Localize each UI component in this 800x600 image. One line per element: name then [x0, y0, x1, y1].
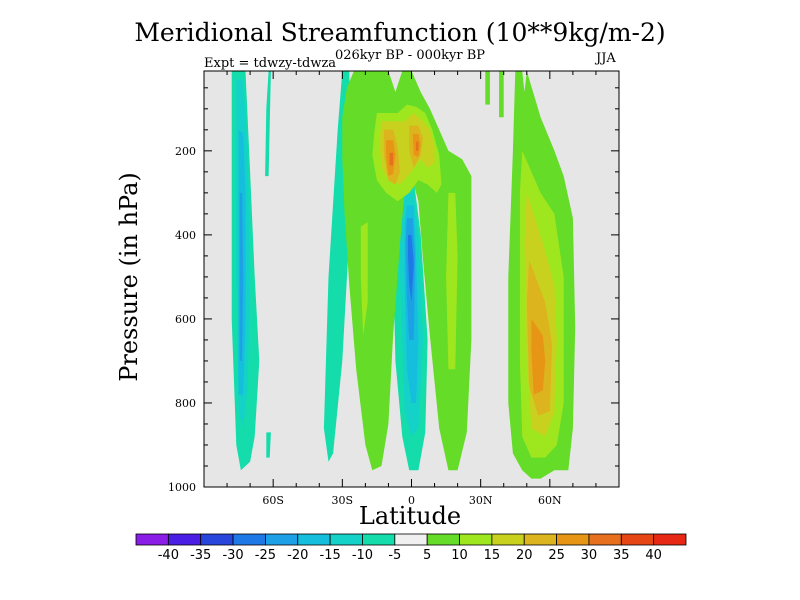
contour-region-29 [499, 71, 504, 118]
experiment-label: Expt = tdwzy-tdwza [204, 56, 337, 71]
x-tick-label-60N: 60N [538, 494, 562, 507]
contour-region-27 [531, 318, 546, 395]
contour-region-3 [239, 192, 244, 361]
colorbar-box-12 [523, 533, 557, 546]
y-tick-label-600: 600 [175, 313, 196, 326]
contour-region-11 [408, 234, 414, 303]
colorbar-box-10 [459, 533, 493, 546]
x-axis-label: Latitude [358, 502, 462, 530]
colorbar-box-11 [491, 533, 525, 546]
colorbar-label-14: 35 [613, 548, 630, 563]
colorbar-label-4: -20 [287, 548, 308, 563]
colorbar-box-0 [135, 533, 169, 546]
colorbar-label-7: -5 [388, 548, 401, 563]
colorbar-label-9: 10 [451, 548, 468, 563]
colorbar-label-12: 25 [548, 548, 565, 563]
colorbar-box-8 [394, 533, 428, 546]
y-tick-label-400: 400 [175, 229, 196, 242]
y-tick-label-800: 800 [175, 397, 196, 410]
colorbar-label-0: -40 [158, 548, 179, 563]
colorbar-label-10: 15 [484, 548, 501, 563]
colorbar-box-4 [265, 533, 299, 546]
colorbar-box-13 [556, 533, 590, 546]
colorbar-box-9 [426, 533, 460, 546]
y-tick-label-200: 200 [175, 145, 196, 158]
x-tick-label-30S: 30S [332, 494, 354, 507]
colorbar-box-15 [620, 533, 655, 546]
contour-region-6 [266, 432, 271, 458]
contour-region-20 [389, 152, 394, 166]
contour-region-22 [446, 192, 458, 370]
colorbar-box-5 [297, 533, 331, 546]
contour-region-19 [416, 141, 419, 151]
season-label: JJA [596, 51, 616, 66]
chart-title: Meridional Streamfunction (10**9kg/m-2) [134, 18, 666, 47]
colorbar-label-1: -35 [190, 548, 211, 563]
colorbar-label-15: 40 [645, 548, 662, 563]
colorbar-label-5: -15 [320, 548, 341, 563]
colorbar-label-6: -10 [352, 548, 373, 563]
colorbar-box-16 [653, 533, 687, 546]
colorbar-label-2: -30 [222, 548, 243, 563]
contour-region-5 [265, 71, 271, 177]
colorbar-label-8: 5 [423, 548, 431, 563]
x-tick-label-0: 0 [408, 494, 415, 507]
chart-subtitle: 026kyr BP - 000kyr BP [334, 48, 486, 63]
contour-region-21 [360, 222, 368, 336]
colorbar-box-3 [232, 533, 266, 546]
colorbar-box-1 [167, 533, 202, 546]
colorbar-box-2 [200, 533, 234, 546]
colorbar-label-13: 30 [581, 548, 598, 563]
colorbar-box-6 [329, 533, 363, 546]
x-tick-label-60S: 60S [262, 494, 284, 507]
colorbar-label-11: 20 [516, 548, 533, 563]
colorbar-box-7 [362, 533, 396, 546]
colorbar-box-14 [588, 533, 622, 546]
colorbar-label-3: -25 [255, 548, 276, 563]
contour-region-28 [485, 71, 490, 105]
x-tick-label-30N: 30N [469, 494, 493, 507]
y-tick-label-1000: 1000 [168, 481, 196, 494]
